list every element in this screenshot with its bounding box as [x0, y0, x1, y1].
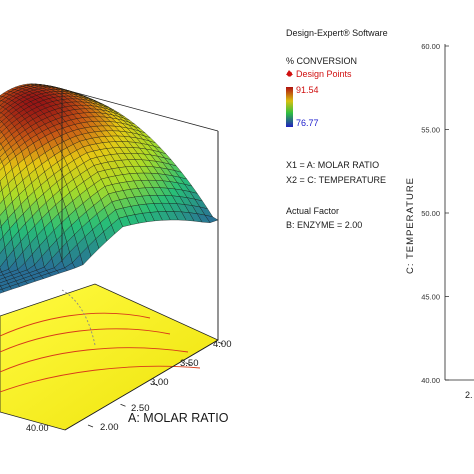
x-tick-label: 3.00	[150, 377, 169, 388]
x-tick-label: 4.00	[213, 339, 232, 350]
contour-y-tick-label: 45.00	[421, 293, 440, 302]
legend-design-points: Design Points	[296, 69, 352, 79]
x-tick-label: 3.50	[180, 358, 199, 369]
x-tick-label: 2.50	[131, 403, 150, 414]
y-tick-40: 40.00	[26, 423, 49, 433]
floor-contours	[0, 289, 201, 393]
legend-colorbar	[286, 87, 293, 127]
legend-high-value: 91.54	[296, 85, 319, 95]
x-tick-mark	[120, 403, 126, 407]
contour-floor	[0, 283, 219, 431]
contour-y-tick-label: 60.00	[421, 42, 440, 51]
x-axis: 2.00 2.50 3.00 3.50 4.00	[64, 339, 232, 433]
floor-plane	[0, 283, 219, 431]
contour-y-tick-label: 55.00	[421, 126, 440, 135]
legend-low-value: 76.77	[296, 118, 319, 128]
legend-x1: X1 = A: MOLAR RATIO	[286, 160, 380, 170]
contour-y-tick-label: 40.00	[421, 376, 440, 385]
contour-x-tick: 2.	[465, 390, 473, 400]
contour-y-ticks: 60.00 55.00 50.00 45.00 40.00	[421, 42, 449, 385]
legend-actual-factor-title: Actual Factor	[286, 206, 340, 216]
contour-panel: 60.00 55.00 50.00 45.00 40.00	[421, 42, 474, 385]
legend-x2: X2 = C: TEMPERATURE	[286, 175, 386, 185]
x-axis-line	[64, 339, 219, 431]
x-tick-mark	[152, 383, 159, 386]
x-tick-mark	[217, 341, 224, 345]
contour-y-axis-title: C: TEMPERATURE	[405, 176, 417, 275]
contour-y-tick-label: 50.00	[421, 209, 440, 218]
response-surface	[0, 83, 219, 294]
legend-software: Design-Expert® Software	[286, 28, 388, 38]
x-tick-label: 2.00	[100, 422, 119, 433]
legend-actual-factor: B: ENZYME = 2.00	[286, 220, 363, 230]
x-tick-mark	[87, 424, 94, 428]
x-axis-title: A: MOLAR RATIO	[128, 411, 229, 425]
x-tick-mark	[185, 362, 191, 366]
legend-response: % CONVERSION	[286, 56, 358, 66]
